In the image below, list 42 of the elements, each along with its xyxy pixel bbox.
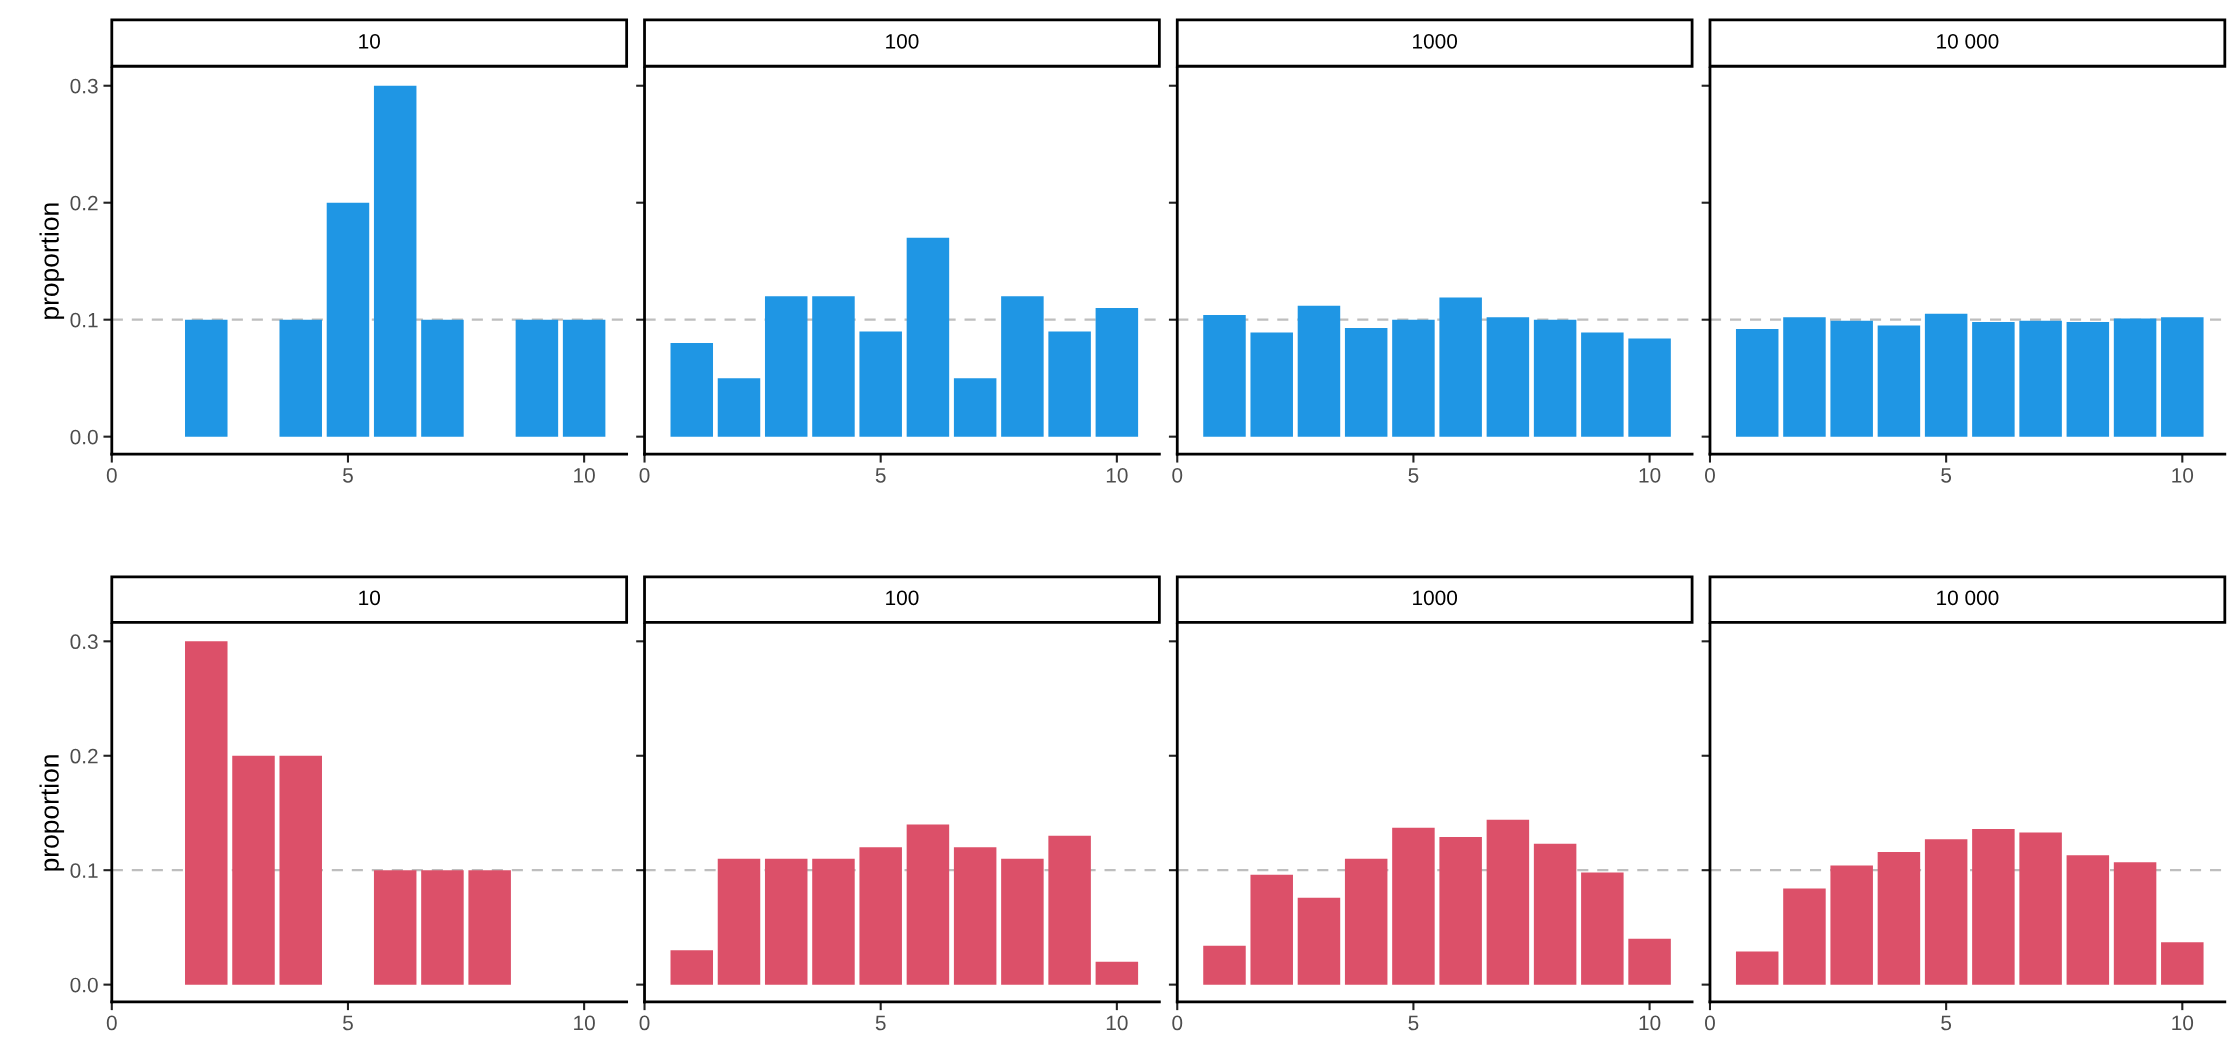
x-tick-label: 0 (639, 1015, 650, 1031)
x-tick-label: 5 (1941, 1015, 1952, 1031)
chart-title: 100 (886, 33, 919, 49)
x-tick-label: 5 (875, 468, 886, 483)
x-tick-label: 5 (1408, 1015, 1419, 1031)
y-tick-label: 0.2 (70, 195, 98, 211)
y-tick-label: 0.0 (70, 977, 98, 993)
x-tick-label: 10 (574, 467, 595, 483)
y-tick-label: 0.0 (70, 429, 98, 445)
x-tick-label: 0 (639, 467, 650, 483)
x-tick-label: 10 (1639, 467, 1661, 483)
x-tick-label: 0 (106, 467, 117, 483)
chart-title: 10 000 (1937, 590, 1999, 606)
y-tick-label: 0.1 (70, 312, 98, 328)
x-tick-label: 10 (2172, 1015, 2194, 1031)
y-tick-label: 0.3 (70, 634, 98, 650)
chart-title: 1000 (1413, 33, 1458, 49)
y-axis-title: proportion (39, 203, 65, 319)
x-tick-label: 0 (1172, 467, 1183, 483)
chart-title: 100 (886, 590, 919, 606)
x-tick-label: 5 (1408, 468, 1419, 483)
x-tick-label: 5 (875, 1015, 886, 1031)
x-tick-label: 0 (1172, 1015, 1183, 1031)
x-tick-label: 10 (574, 1015, 595, 1031)
chart-title: 1000 (1413, 590, 1458, 606)
y-tick-label: 0.3 (70, 78, 98, 94)
x-tick-label: 0 (1705, 1015, 1715, 1031)
x-tick-label: 10 (2172, 467, 2194, 483)
x-tick-label: 5 (1941, 468, 1952, 483)
x-tick-label: 0 (106, 1015, 117, 1031)
chart-title: 10 (359, 33, 380, 49)
x-tick-label: 10 (1106, 467, 1128, 483)
y-tick-label: 0.1 (70, 863, 98, 878)
x-tick-label: 5 (343, 1015, 353, 1031)
x-tick-label: 10 (1639, 1015, 1661, 1031)
x-tick-label: 0 (1705, 467, 1715, 483)
x-tick-label: 5 (343, 468, 353, 483)
y-axis-title: proportion (39, 755, 65, 871)
chart-title: 10 (359, 590, 380, 606)
y-tick-label: 0.2 (70, 748, 98, 764)
chart-title: 10 000 (1937, 33, 1999, 49)
x-tick-label: 10 (1106, 1015, 1128, 1031)
